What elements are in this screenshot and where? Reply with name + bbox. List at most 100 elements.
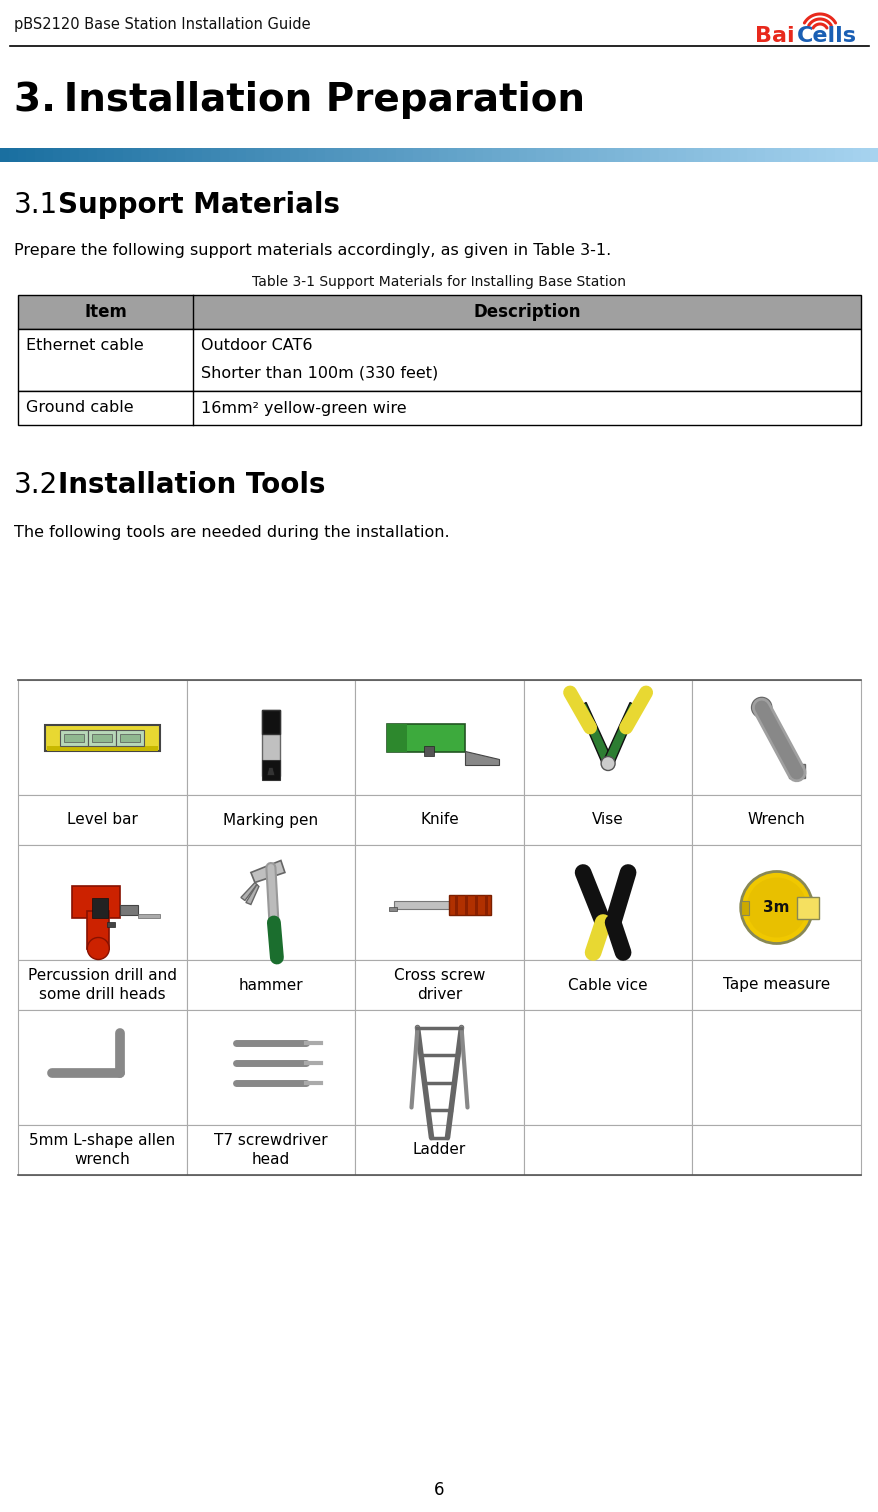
Text: Marking pen: Marking pen <box>223 812 318 827</box>
Bar <box>149 148 158 162</box>
Text: Ethernet cable: Ethernet cable <box>26 337 144 352</box>
Bar <box>500 148 509 162</box>
Text: The following tools are needed during the installation.: The following tools are needed during th… <box>14 526 450 540</box>
Bar <box>186 1125 355 1175</box>
Bar <box>18 1125 186 1175</box>
Bar <box>70 148 79 162</box>
Bar <box>116 729 144 745</box>
Bar <box>272 148 281 162</box>
Bar <box>0 148 9 162</box>
Bar <box>773 148 781 162</box>
Bar <box>387 724 407 751</box>
Bar <box>299 148 307 162</box>
Bar <box>132 148 140 162</box>
Text: 3.2: 3.2 <box>14 472 58 499</box>
Text: 5mm L-shape allen
wrench: 5mm L-shape allen wrench <box>29 1132 176 1167</box>
Bar <box>692 845 860 960</box>
Text: Bai: Bai <box>754 26 794 45</box>
Bar <box>355 1125 523 1175</box>
Text: Item: Item <box>84 302 126 321</box>
Text: pBS2120 Base Station Installation Guide: pBS2120 Base Station Installation Guide <box>14 17 310 32</box>
Text: Installation Tools: Installation Tools <box>58 472 325 499</box>
Text: Cross screw
driver: Cross screw driver <box>393 968 485 1002</box>
Bar <box>107 921 115 927</box>
Text: 3m: 3m <box>763 900 789 915</box>
Bar <box>439 148 448 162</box>
Bar <box>650 148 658 162</box>
Bar <box>228 148 237 162</box>
Bar <box>92 733 112 741</box>
Bar <box>692 680 860 795</box>
Text: Percussion drill and
some drill heads: Percussion drill and some drill heads <box>28 968 176 1002</box>
Bar <box>26 148 35 162</box>
Bar <box>667 148 676 162</box>
Bar <box>523 795 692 845</box>
Bar <box>448 148 457 162</box>
Bar <box>509 148 518 162</box>
Bar <box>88 148 97 162</box>
Bar <box>571 148 579 162</box>
Circle shape <box>756 703 766 712</box>
Bar <box>120 733 140 741</box>
Bar <box>740 901 748 915</box>
Bar <box>755 148 764 162</box>
Bar <box>35 148 44 162</box>
Bar <box>738 148 746 162</box>
Bar <box>316 148 325 162</box>
Bar <box>852 148 860 162</box>
Bar <box>355 795 523 845</box>
Bar <box>355 680 523 795</box>
Bar <box>781 148 790 162</box>
Bar <box>281 148 290 162</box>
Bar <box>18 148 26 162</box>
Bar <box>325 148 334 162</box>
Bar <box>720 148 729 162</box>
Bar <box>45 724 160 750</box>
Text: hammer: hammer <box>238 977 303 992</box>
Bar <box>692 960 860 1010</box>
Bar <box>395 148 404 162</box>
Bar <box>72 886 120 918</box>
Bar <box>61 148 70 162</box>
Text: Support Materials: Support Materials <box>58 191 340 219</box>
Bar <box>255 148 263 162</box>
Bar <box>523 680 692 795</box>
Bar <box>404 148 413 162</box>
Bar <box>711 148 720 162</box>
Bar <box>138 913 160 918</box>
Bar <box>788 764 803 777</box>
Bar <box>92 898 108 918</box>
Text: 16mm² yellow-green wire: 16mm² yellow-green wire <box>201 401 407 416</box>
Bar <box>158 148 167 162</box>
Polygon shape <box>250 860 284 883</box>
Circle shape <box>745 877 806 937</box>
Bar <box>597 148 606 162</box>
Text: Table 3-1 Support Materials for Installing Base Station: Table 3-1 Support Materials for Installi… <box>252 275 626 289</box>
Bar <box>615 148 623 162</box>
Polygon shape <box>267 768 275 776</box>
Bar <box>97 148 105 162</box>
Bar <box>790 148 799 162</box>
Bar <box>394 901 449 909</box>
Text: Prepare the following support materials accordingly, as given in Table 3-1.: Prepare the following support materials … <box>14 242 610 257</box>
Bar <box>47 745 158 750</box>
Text: Wrench: Wrench <box>747 812 804 827</box>
Bar <box>18 1010 186 1125</box>
Bar <box>355 845 523 960</box>
Bar <box>87 910 109 948</box>
Bar <box>692 1010 860 1125</box>
Bar <box>544 148 553 162</box>
Bar <box>18 960 186 1010</box>
Bar <box>475 895 478 915</box>
Bar <box>702 148 711 162</box>
Bar <box>334 148 342 162</box>
Bar <box>237 148 246 162</box>
Bar <box>202 148 211 162</box>
Bar <box>817 148 825 162</box>
Bar <box>692 1125 860 1175</box>
Bar <box>262 709 279 776</box>
Circle shape <box>601 756 615 771</box>
Bar <box>387 724 465 751</box>
Bar <box>263 148 272 162</box>
Bar <box>623 148 632 162</box>
